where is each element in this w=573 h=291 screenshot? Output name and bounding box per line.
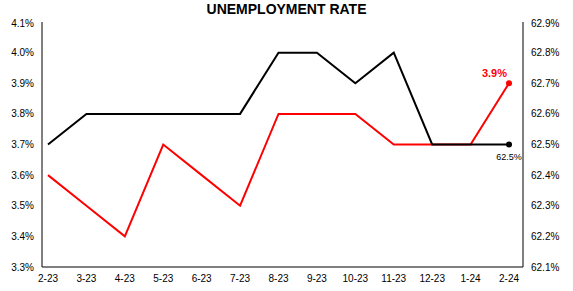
svg-text:3.5%: 3.5% (11, 200, 34, 211)
svg-text:3-23: 3-23 (76, 273, 96, 284)
svg-text:62.3%: 62.3% (531, 200, 559, 211)
svg-text:62.7%: 62.7% (531, 78, 559, 89)
svg-text:4.0%: 4.0% (11, 47, 34, 58)
svg-text:8-23: 8-23 (268, 273, 288, 284)
svg-text:62.9%: 62.9% (531, 18, 559, 29)
svg-text:3.7%: 3.7% (11, 139, 34, 150)
svg-text:3.8%: 3.8% (11, 108, 34, 119)
svg-text:62.1%: 62.1% (531, 262, 559, 273)
svg-text:4-23: 4-23 (115, 273, 135, 284)
svg-text:12-23: 12-23 (419, 273, 445, 284)
svg-text:1-24: 1-24 (461, 273, 481, 284)
svg-text:62.8%: 62.8% (531, 47, 559, 58)
svg-text:62.5%: 62.5% (531, 139, 559, 150)
svg-text:4.1%: 4.1% (11, 18, 34, 29)
svg-text:62.6%: 62.6% (531, 108, 559, 119)
svg-text:2-24: 2-24 (499, 273, 519, 284)
svg-text:2-23: 2-23 (38, 273, 58, 284)
svg-text:5-23: 5-23 (153, 273, 173, 284)
svg-text:62.4%: 62.4% (531, 170, 559, 181)
svg-text:9-23: 9-23 (307, 273, 327, 284)
svg-text:11-23: 11-23 (381, 273, 406, 284)
svg-text:62.2%: 62.2% (531, 231, 559, 242)
svg-text:3.9%: 3.9% (11, 78, 34, 89)
html-text:UNEMPLOYMENT RATE: UNEMPLOYMENT RATE (206, 1, 367, 17)
svg-text:3.9%: 3.9% (482, 67, 507, 79)
svg-text:7-23: 7-23 (230, 273, 250, 284)
svg-text:62.5%: 62.5% (496, 152, 522, 162)
svg-text:3.6%: 3.6% (11, 170, 34, 181)
svg-text:6-23: 6-23 (192, 273, 212, 284)
svg-text:3.4%: 3.4% (11, 231, 34, 242)
svg-text:10-23: 10-23 (343, 273, 369, 284)
svg-text:3.3%: 3.3% (11, 262, 34, 273)
